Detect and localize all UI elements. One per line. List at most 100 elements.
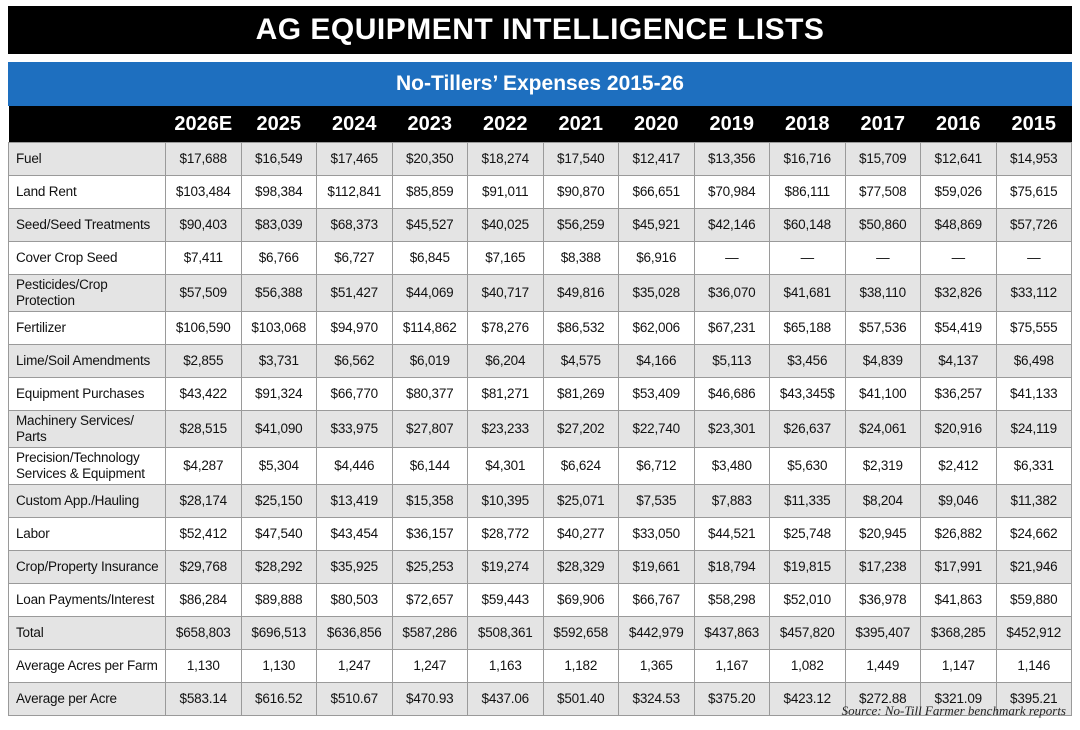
source-note: Source: No-Till Farmer benchmark reports [841, 703, 1066, 718]
cell-value: — [769, 241, 846, 275]
cell-value: $40,025 [467, 208, 544, 242]
cell-value: $43,454 [316, 517, 393, 551]
cell-value: 1,082 [769, 649, 846, 683]
cell-value: $395,407 [844, 616, 921, 650]
cell-value: $2,855 [165, 344, 242, 378]
cell-value: $10,395 [467, 484, 544, 518]
cell-value: $41,100 [844, 377, 921, 411]
cell-value: $25,253 [391, 550, 468, 584]
cell-value: $636,856 [316, 616, 393, 650]
cell-value: $28,329 [542, 550, 619, 584]
cell-value: $47,540 [240, 517, 317, 551]
cell-value: 1,247 [316, 649, 393, 683]
cell-value: $94,970 [316, 311, 393, 345]
cell-value: $368,285 [920, 616, 997, 650]
column-header: 2026E [165, 106, 241, 143]
column-header: 2023 [392, 106, 468, 143]
cell-value: $321.09 [920, 682, 997, 716]
cell-value: $40,277 [542, 517, 619, 551]
cell-value: $24,119 [995, 410, 1072, 448]
cell-value: $66,651 [618, 175, 695, 209]
banner-title: AG EQUIPMENT INTELLIGENCE LISTS [8, 6, 1072, 54]
row-label: Cover Crop Seed [8, 241, 166, 275]
table-row: Equipment Purchases $43,422 $91,324 $66,770… [8, 377, 1072, 411]
cell-value: $70,984 [693, 175, 770, 209]
column-header: 2025 [241, 106, 317, 143]
cell-value: $26,637 [769, 410, 846, 448]
table-row: Land Rent $103,484 $98,384 $112,841 $85,859 $… [8, 175, 1072, 209]
cell-value: $35,028 [618, 274, 695, 312]
row-label: Precision/Technology Services & Equipmen… [8, 447, 166, 485]
cell-value: $17,991 [920, 550, 997, 584]
column-header: 2022 [467, 106, 543, 143]
cell-value: $54,419 [920, 311, 997, 345]
cell-value: $62,006 [618, 311, 695, 345]
cell-value: $25,748 [769, 517, 846, 551]
cell-value: $457,820 [769, 616, 846, 650]
cell-value: $6,624 [542, 447, 619, 485]
row-label: Average Acres per Farm [8, 649, 166, 683]
row-label: Labor [8, 517, 166, 551]
table-row: Fertilizer $106,590 $103,068 $94,970 $114,86… [8, 311, 1072, 345]
row-label: Custom App./Hauling [8, 484, 166, 518]
cell-value: $44,069 [391, 274, 468, 312]
cell-value: $56,259 [542, 208, 619, 242]
table-row: Fuel $17,688 $16,549 $17,465 $20,350 $18,274 $… [8, 142, 1072, 176]
cell-value: $17,688 [165, 142, 242, 176]
header-corner [8, 106, 166, 143]
column-header: 2018 [769, 106, 845, 143]
table-row: Precision/Technology Services & Equipmen… [8, 447, 1072, 485]
cell-value: 1,163 [467, 649, 544, 683]
cell-value: $112,841 [316, 175, 393, 209]
cell-value: $6,562 [316, 344, 393, 378]
cell-value: $65,188 [769, 311, 846, 345]
cell-value: $17,238 [844, 550, 921, 584]
cell-value: $57,536 [844, 311, 921, 345]
cell-value: — [995, 241, 1072, 275]
cell-value: $375.20 [693, 682, 770, 716]
cell-value: $4,575 [542, 344, 619, 378]
table-row: Total $658,803 $696,513 $636,856 $587,286 $50… [8, 616, 1072, 650]
cell-value: $7,411 [165, 241, 242, 275]
cell-value: $19,274 [467, 550, 544, 584]
cell-value: $41,090 [240, 410, 317, 448]
cell-value: $78,276 [467, 311, 544, 345]
cell-value: $3,480 [693, 447, 770, 485]
cell-value: $4,446 [316, 447, 393, 485]
cell-value: $85,859 [391, 175, 468, 209]
cell-value: $22,740 [618, 410, 695, 448]
cell-value: $38,110 [844, 274, 921, 312]
cell-value: $19,661 [618, 550, 695, 584]
table-row: Crop/Property Insurance $29,768 $28,292 $35… [8, 550, 1072, 584]
cell-value: $83,039 [240, 208, 317, 242]
cell-value: $66,767 [618, 583, 695, 617]
cell-value: $8,388 [542, 241, 619, 275]
cell-value: $13,419 [316, 484, 393, 518]
cell-value: 1,146 [995, 649, 1072, 683]
cell-value: $53,409 [618, 377, 695, 411]
cell-value: $2,319 [844, 447, 921, 485]
cell-value: $324.53 [618, 682, 695, 716]
cell-value: $90,403 [165, 208, 242, 242]
cell-value: $16,549 [240, 142, 317, 176]
cell-value: $45,921 [618, 208, 695, 242]
cell-value: $59,880 [995, 583, 1072, 617]
cell-value: $27,807 [391, 410, 468, 448]
cell-value: $80,377 [391, 377, 468, 411]
column-header: 2024 [316, 106, 392, 143]
cell-value: — [693, 241, 770, 275]
cell-value: 1,365 [618, 649, 695, 683]
row-label: Total [8, 616, 166, 650]
cell-value: $696,513 [240, 616, 317, 650]
cell-value: $7,535 [618, 484, 695, 518]
cell-value: $2,412 [920, 447, 997, 485]
expenses-table: 2026E 2025 2024 2023 2022 2021 2020 2019 2018 201… [8, 106, 1072, 716]
cell-value: $4,839 [844, 344, 921, 378]
cell-value: $423.12 [769, 682, 846, 716]
cell-value: $33,112 [995, 274, 1072, 312]
cell-value: $23,233 [467, 410, 544, 448]
cell-value: $43,422 [165, 377, 242, 411]
column-header: 2021 [543, 106, 619, 143]
cell-value: $27,202 [542, 410, 619, 448]
cell-value: $12,641 [920, 142, 997, 176]
